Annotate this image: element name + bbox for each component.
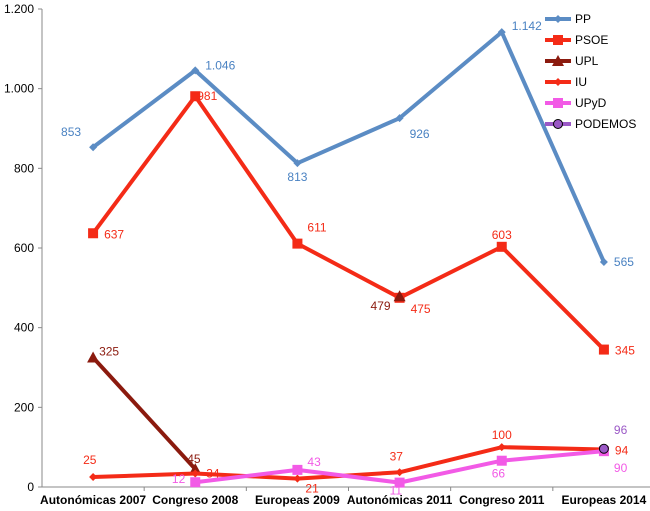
series-line-upl: [91, 356, 197, 471]
y-tick-label: 200: [14, 400, 34, 414]
data-label-iu: 25: [83, 453, 97, 467]
point-iu: [293, 474, 302, 483]
data-label-pp: 1.142: [512, 19, 542, 33]
data-label-psoe: 603: [492, 228, 512, 242]
data-label-pp: 853: [61, 125, 81, 139]
legend-label-podemos: PODEMOS: [575, 117, 636, 131]
data-label-iu: 94: [615, 444, 629, 458]
data-label-iu: 100: [492, 428, 512, 442]
data-label-iu: 37: [390, 449, 404, 463]
data-label-psoe: 981: [197, 89, 217, 103]
data-label-upyd: 90: [614, 461, 628, 475]
data-label-psoe: 475: [411, 302, 431, 316]
point-iu: [497, 443, 506, 452]
y-tick-label: 1.200: [4, 2, 34, 16]
point-pp: [599, 257, 608, 266]
point-pp: [497, 28, 506, 37]
x-tick-label: Autonómicas 2011: [347, 493, 453, 507]
data-label-upl: 45: [187, 452, 201, 466]
point-pp: [89, 143, 98, 152]
point-upyd: [292, 464, 303, 475]
point-iu: [191, 469, 200, 478]
data-label-iu: 34: [206, 466, 220, 480]
chart-data-labels: 853 1.046 813 926 1.142 565 637 981 611 475 603 345…: [61, 19, 635, 498]
legend-marker-pp: [554, 15, 562, 23]
data-label-upl: 479: [371, 299, 391, 313]
point-upl: [87, 351, 100, 363]
y-tick-label: 800: [14, 161, 34, 175]
y-tick-label: 0: [27, 480, 34, 494]
data-label-upyd: 66: [492, 467, 506, 481]
point-pp: [395, 114, 404, 123]
chart-series-lines: [87, 28, 609, 488]
legend-label-pp: PP: [575, 12, 591, 26]
legend-label-psoe: PSOE: [575, 33, 608, 47]
x-tick-label: Congreso 2008: [152, 493, 238, 507]
legend-marker-psoe: [553, 35, 563, 45]
point-upl: [393, 290, 406, 302]
data-label-pp: 565: [614, 255, 634, 269]
legend-label-upl: UPL: [575, 54, 599, 68]
data-label-upyd: 12: [172, 472, 186, 486]
y-tick-label: 1.000: [4, 82, 34, 96]
data-label-podemos: 96: [614, 423, 628, 437]
legend-marker-upyd: [553, 98, 563, 108]
series-line-psoe: [91, 94, 606, 351]
point-psoe: [598, 344, 609, 355]
data-label-pp: 813: [287, 170, 307, 184]
y-tick-label: 400: [14, 321, 34, 335]
series-line-iu: [93, 445, 604, 481]
point-pp: [293, 159, 302, 168]
point-upyd: [190, 477, 201, 488]
data-label-psoe: 637: [104, 227, 124, 241]
legend-marker-iu: [554, 78, 562, 86]
data-label-upyd: 11: [390, 484, 403, 498]
point-upyd: [496, 455, 507, 466]
x-tick-label: Congreso 2011: [459, 493, 545, 507]
data-label-iu: 21: [305, 482, 319, 496]
y-tick-label: 600: [14, 241, 34, 255]
point-psoe: [496, 241, 507, 252]
point-iu: [395, 468, 404, 477]
data-label-pp: 926: [410, 127, 430, 141]
point-psoe: [190, 91, 201, 102]
data-label-psoe: 611: [307, 221, 326, 235]
legend-label-upyd: UPyD: [575, 96, 607, 110]
x-tick-label: Europeas 2009: [255, 493, 340, 507]
point-iu: [89, 473, 98, 482]
data-label-pp: 1.046: [205, 58, 235, 72]
point-podemos: [598, 443, 609, 454]
point-psoe: [88, 228, 99, 239]
legend-label-iu: IU: [575, 75, 587, 89]
x-tick-label: Europeas 2014: [562, 493, 647, 507]
point-psoe: [292, 238, 303, 249]
legend-marker-upl: [552, 55, 564, 66]
x-tick-label: Autonómicas 2007: [40, 493, 146, 507]
chart-axes: 0 200 400 600 800 1.000 1.200 Autonómicas 2007 C…: [4, 2, 650, 507]
data-label-upyd: 43: [307, 455, 321, 469]
chart-legend: PP PSOE UPL IU UPyD PODEMOS: [545, 12, 636, 131]
data-label-upl: 325: [99, 345, 119, 359]
legend-marker-podemos: [553, 119, 563, 129]
series-line-pp: [91, 30, 606, 263]
point-upl: [189, 463, 202, 475]
point-pp: [191, 66, 200, 75]
point-upyd: [394, 477, 405, 488]
data-label-psoe: 345: [615, 344, 635, 358]
